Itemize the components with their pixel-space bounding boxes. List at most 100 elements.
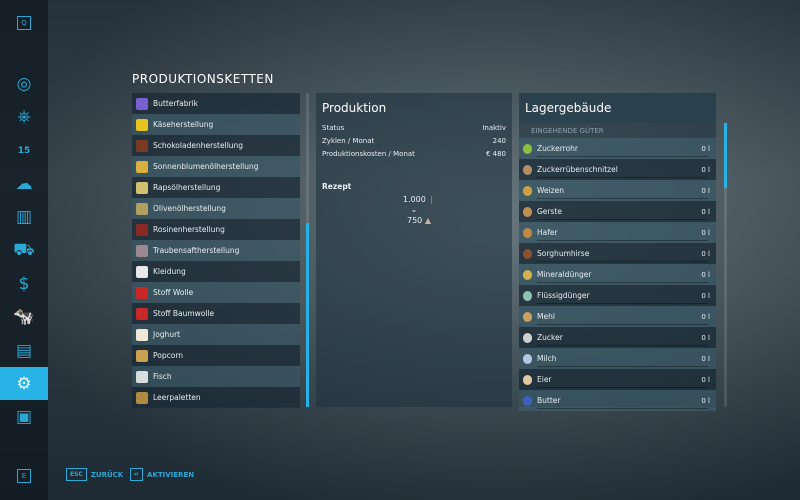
- fill-level-bar: [537, 282, 708, 283]
- fill-level-bar: [537, 324, 708, 325]
- info-key: Status: [322, 124, 345, 132]
- storage-scrollbar-thumb[interactable]: [724, 123, 727, 188]
- production-icon: [136, 244, 148, 257]
- production-item[interactable]: Butterfabrik: [132, 93, 300, 114]
- storage-item-label: Mehl: [537, 312, 555, 321]
- storage-item-amount: 0 l: [701, 249, 710, 258]
- storage-item-amount: 0 l: [701, 144, 710, 153]
- weather-icon[interactable]: ☁: [15, 173, 33, 194]
- finances-icon[interactable]: $: [18, 273, 30, 294]
- contracts-icon[interactable]: ▤: [15, 340, 33, 361]
- production-item[interactable]: Olivenölherstellung: [132, 198, 300, 219]
- list-scrollbar-thumb[interactable]: [306, 223, 309, 407]
- info-value: Inaktiv: [482, 124, 506, 132]
- vehicles-icon[interactable]: ⎈: [17, 106, 31, 127]
- production-label: Rapsölherstellung: [153, 183, 221, 192]
- storage-item: Gerste 0 l: [519, 201, 716, 222]
- storage-item: Zucker 0 l: [519, 327, 716, 348]
- fill-type-icon: [523, 143, 532, 154]
- key-hint-q[interactable]: Q: [17, 16, 31, 30]
- storage-item-label: Mineraldünger: [537, 270, 592, 279]
- storage-item-amount: 0 l: [701, 228, 710, 237]
- animals-icon[interactable]: 🐄: [13, 306, 35, 327]
- storage-item-label: Flüssigdünger: [537, 291, 590, 300]
- storage-item-amount: 0 l: [701, 270, 710, 279]
- help-icon[interactable]: ▣: [15, 406, 33, 427]
- production-item[interactable]: Sonnenblumenölherstellung: [132, 156, 300, 177]
- storage-item: Zuckerrübenschnitzel 0 l: [519, 159, 716, 180]
- production-label: Fisch: [153, 372, 172, 381]
- section-incoming-goods: EINGEHENDE GÜTER: [531, 127, 604, 135]
- storage-item: Eier 0 l: [519, 369, 716, 390]
- production-label: Stoff Wolle: [153, 288, 194, 297]
- production-icon: [136, 160, 148, 173]
- fill-type-icon: [523, 290, 532, 301]
- storage-item-amount: 0 l: [701, 375, 710, 384]
- fill-level-bar: [537, 408, 708, 409]
- production-item[interactable]: Käseherstellung: [132, 114, 300, 135]
- storage-item-label: Zuckerrübenschnitzel: [537, 165, 618, 174]
- production-label: Stoff Baumwolle: [153, 309, 215, 318]
- production-item[interactable]: Traubensaftherstellung: [132, 240, 300, 261]
- statistics-icon[interactable]: ▥: [15, 206, 33, 227]
- storage-item-label: Butter: [537, 396, 561, 405]
- production-item[interactable]: Rapsölherstellung: [132, 177, 300, 198]
- fill-level-bar: [537, 345, 708, 346]
- production-list: Butterfabrik Käseherstellung Schokoladenhe…: [132, 93, 300, 408]
- sugar-icon: ▲: [424, 216, 431, 225]
- production-icon[interactable]: ⚙: [0, 367, 48, 400]
- production-icon: [136, 265, 148, 278]
- storage-item-amount: 0 l: [701, 165, 710, 174]
- production-icon: [136, 139, 148, 152]
- info-row: Status Inaktiv: [316, 123, 512, 136]
- storage-item-label: Weizen: [537, 186, 564, 195]
- production-item[interactable]: Leerpaletten: [132, 387, 300, 408]
- info-key: Zyklen / Monat: [322, 137, 375, 145]
- production-icon: [136, 181, 148, 194]
- storage-item: Butter 0 l: [519, 390, 716, 411]
- list-scrollbar[interactable]: [306, 93, 309, 407]
- storage-panel: Lagergebäude EINGEHENDE GÜTER Zuckerrohr…: [519, 93, 716, 411]
- activate-button[interactable]: ↵ AKTIVIEREN: [130, 468, 194, 481]
- storage-scrollbar[interactable]: [724, 123, 727, 407]
- production-item[interactable]: Stoff Wolle: [132, 282, 300, 303]
- production-icon: [136, 202, 148, 215]
- production-icon: [136, 391, 148, 404]
- production-item[interactable]: Stoff Baumwolle: [132, 303, 300, 324]
- calendar-icon[interactable]: 15: [17, 145, 31, 156]
- production-item[interactable]: Popcorn: [132, 345, 300, 366]
- production-label: Leerpaletten: [153, 393, 201, 402]
- production-item[interactable]: Rosinenherstellung: [132, 219, 300, 240]
- storage-item-amount: 0 l: [701, 207, 710, 216]
- production-icon: [136, 97, 148, 110]
- fill-level-bar: [537, 261, 708, 262]
- production-label: Rosinenherstellung: [153, 225, 225, 234]
- tractor-icon[interactable]: ⛟: [13, 239, 35, 260]
- production-icon: [136, 118, 148, 131]
- production-item[interactable]: Fisch: [132, 366, 300, 387]
- storage-item-amount: 0 l: [701, 291, 710, 300]
- key-hint-e[interactable]: E: [17, 469, 31, 483]
- info-value: € 480: [485, 150, 506, 158]
- recipe-input-amount: 1.000: [402, 195, 426, 204]
- production-item[interactable]: Schokoladenherstellung: [132, 135, 300, 156]
- production-item[interactable]: Kleidung: [132, 261, 300, 282]
- production-item[interactable]: Joghurt: [132, 324, 300, 345]
- fill-level-bar: [537, 240, 708, 241]
- production-icon: [136, 286, 148, 299]
- sidebar: Q ◎ ⎈ 15 ☁ ▥ ⛟ $ 🐄 ▤ ⚙ ▣ E: [0, 0, 48, 500]
- back-label: ZURÜCK: [90, 470, 124, 479]
- info-row: Zyklen / Monat 240: [316, 136, 512, 149]
- storage-item-label: Zuckerrohr: [537, 144, 579, 153]
- storage-item-label: Milch: [537, 354, 557, 363]
- fill-type-icon: [523, 164, 532, 175]
- chevron-down-icon: ⌄: [410, 205, 418, 214]
- storage-item-amount: 0 l: [701, 333, 710, 342]
- back-button[interactable]: ESC ZURÜCK: [66, 468, 123, 481]
- storage-item-label: Eier: [537, 375, 552, 384]
- production-label: Kleidung: [153, 267, 186, 276]
- map-icon[interactable]: ◎: [16, 73, 32, 94]
- storage-item: Sorghumhirse 0 l: [519, 243, 716, 264]
- fill-level-bar: [537, 219, 708, 220]
- storage-item-amount: 0 l: [701, 396, 710, 405]
